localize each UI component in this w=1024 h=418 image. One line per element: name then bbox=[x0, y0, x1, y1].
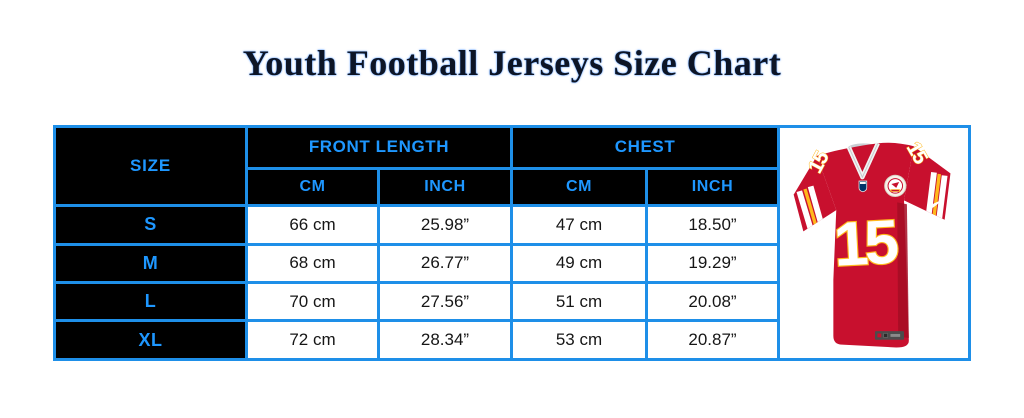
front-length-inch-value: 28.34” bbox=[377, 319, 513, 361]
team-patch-icon bbox=[884, 174, 907, 198]
front-length-cm-value: 68 cm bbox=[245, 242, 380, 285]
chest-cm-value: 49 cm bbox=[510, 242, 648, 285]
jersey-photo-cell: 15 15 15 bbox=[777, 125, 971, 361]
col-header-front-inch: INCH bbox=[377, 166, 513, 208]
size-label: M bbox=[53, 242, 248, 285]
chest-inch-value: 20.87” bbox=[645, 319, 780, 361]
nike-swoosh-icon bbox=[926, 200, 942, 210]
col-header-chest: CHEST bbox=[510, 125, 780, 170]
chest-inch-value: 20.08” bbox=[645, 280, 780, 323]
chest-number: 15 bbox=[832, 208, 899, 280]
table-row-s: S 66 cm 25.98” 47 cm 18.50” bbox=[53, 204, 970, 246]
col-header-front-length: FRONT LENGTH bbox=[245, 125, 513, 170]
jersey-side-shading bbox=[897, 202, 909, 338]
size-label: L bbox=[53, 280, 248, 323]
front-length-inch-value: 26.77” bbox=[377, 242, 513, 285]
front-length-inch-value: 27.56” bbox=[377, 280, 513, 323]
jersey-illustration: 15 15 15 bbox=[793, 138, 951, 348]
size-label: XL bbox=[53, 319, 248, 361]
jock-tag bbox=[874, 331, 904, 340]
chest-cm-value: 51 cm bbox=[510, 280, 648, 323]
front-length-cm-value: 66 cm bbox=[245, 204, 380, 246]
front-length-cm-value: 72 cm bbox=[245, 319, 380, 361]
jersey-image: 15 15 15 bbox=[782, 130, 967, 357]
col-header-chest-inch: INCH bbox=[645, 166, 780, 208]
size-chart-table: SIZE FRONT LENGTH CHEST bbox=[53, 124, 971, 361]
size-label: S bbox=[53, 204, 248, 246]
nfl-shield-icon bbox=[858, 180, 868, 193]
left-sleeve-stripes bbox=[796, 185, 825, 231]
front-length-cm-value: 70 cm bbox=[245, 280, 380, 323]
table-row-l: L 70 cm 27.56” 51 cm 20.08” bbox=[53, 280, 970, 323]
chest-inch-value: 18.50” bbox=[645, 204, 780, 246]
col-header-chest-cm: CM bbox=[510, 166, 648, 208]
table-row-m: M 68 cm 26.77” 49 cm 19.29” bbox=[53, 242, 970, 285]
jersey-vneck-inner-line bbox=[848, 143, 879, 179]
chest-cm-value: 53 cm bbox=[510, 319, 648, 361]
header-row-units: CM INCH CM INCH bbox=[55, 166, 970, 208]
table-row-xl: XL 72 cm 28.34” 53 cm 20.87” bbox=[53, 319, 970, 361]
chest-inch-value: 19.29” bbox=[645, 242, 780, 285]
right-sleeve-stripes bbox=[925, 171, 948, 220]
col-header-front-cm: CM bbox=[245, 166, 380, 208]
col-header-size: SIZE bbox=[53, 124, 248, 208]
chest-cm-value: 47 cm bbox=[510, 204, 648, 246]
front-length-inch-value: 25.98” bbox=[377, 204, 513, 246]
header-row-groups: SIZE FRONT LENGTH CHEST bbox=[53, 124, 971, 361]
page-title: Youth Football Jerseys Size Chart bbox=[242, 43, 782, 83]
